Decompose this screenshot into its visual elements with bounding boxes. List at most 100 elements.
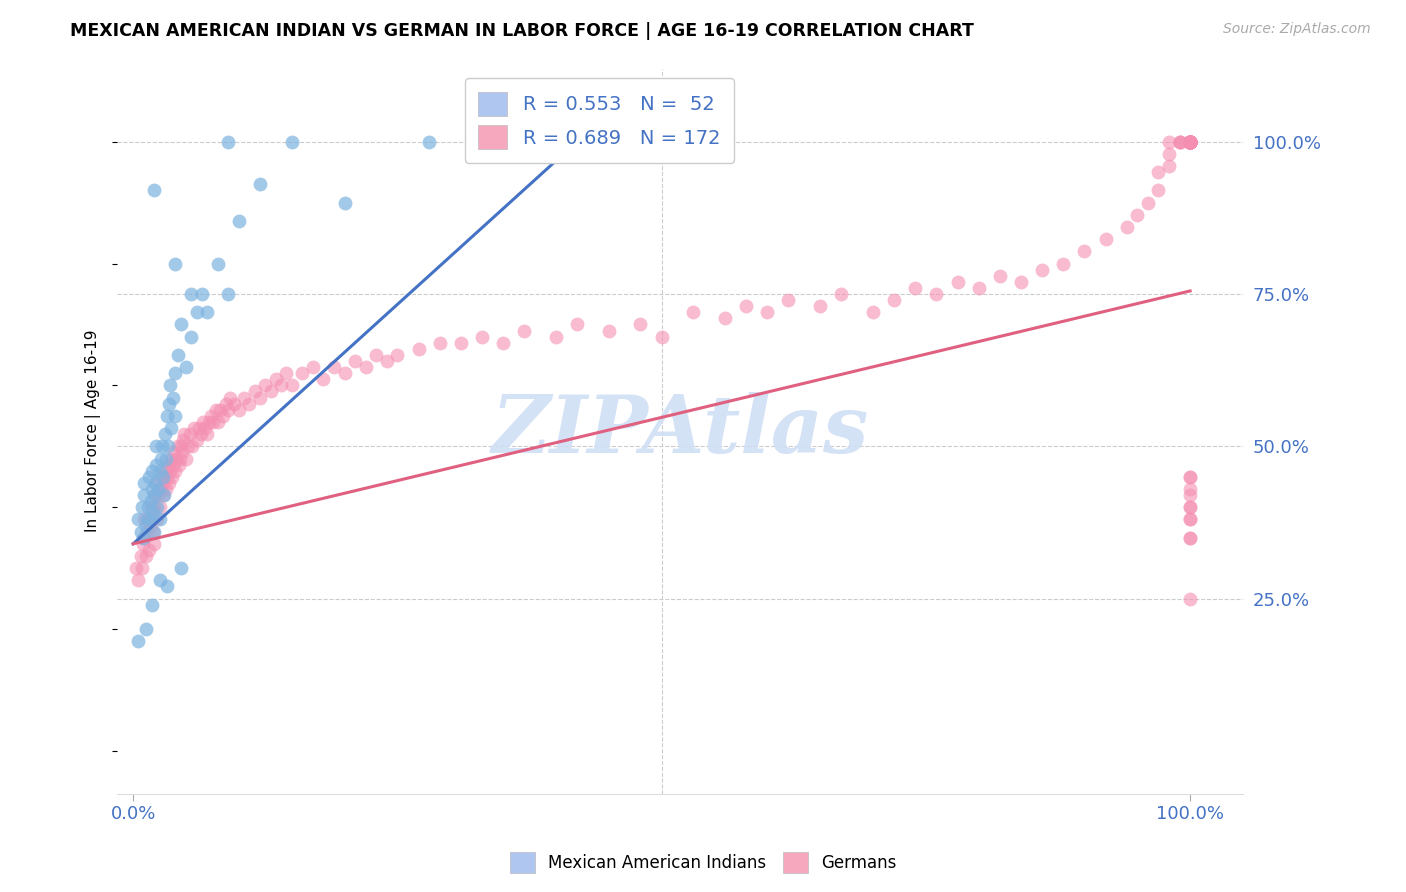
Point xyxy=(354,360,377,375)
Point xyxy=(1178,500,1201,515)
Point xyxy=(1178,488,1201,502)
Point xyxy=(756,305,779,319)
Point xyxy=(254,378,277,392)
Point xyxy=(207,256,229,270)
Point xyxy=(207,415,229,429)
Point xyxy=(195,427,218,442)
Point xyxy=(1178,135,1201,149)
Point xyxy=(1157,135,1180,149)
Point xyxy=(228,402,250,417)
Point xyxy=(162,458,184,472)
Point xyxy=(191,415,214,429)
Point xyxy=(219,391,242,405)
Point xyxy=(159,378,181,392)
Point xyxy=(946,275,969,289)
Point xyxy=(163,445,186,459)
Point xyxy=(145,475,167,490)
Point xyxy=(200,409,222,423)
Point xyxy=(1178,512,1201,526)
Point xyxy=(127,512,149,526)
Point xyxy=(143,524,166,539)
Point xyxy=(1126,208,1149,222)
Point xyxy=(1178,500,1201,515)
Point xyxy=(127,634,149,648)
Point xyxy=(291,366,314,380)
Point xyxy=(312,372,335,386)
Point xyxy=(1178,135,1201,149)
Point xyxy=(450,335,472,350)
Point xyxy=(153,427,176,442)
Text: MEXICAN AMERICAN INDIAN VS GERMAN IN LABOR FORCE | AGE 16-19 CORRELATION CHART: MEXICAN AMERICAN INDIAN VS GERMAN IN LAB… xyxy=(70,22,974,40)
Point xyxy=(142,507,165,521)
Point xyxy=(1178,591,1201,606)
Point xyxy=(1178,135,1201,149)
Point xyxy=(156,439,179,453)
Point xyxy=(830,287,852,301)
Point xyxy=(148,500,170,515)
Point xyxy=(152,488,174,502)
Point xyxy=(165,409,187,423)
Point xyxy=(157,397,180,411)
Point xyxy=(198,415,221,429)
Point xyxy=(179,427,201,442)
Point xyxy=(156,409,179,423)
Point xyxy=(194,421,217,435)
Point xyxy=(1178,135,1201,149)
Point xyxy=(156,470,179,484)
Point xyxy=(170,561,193,575)
Point xyxy=(165,256,187,270)
Point xyxy=(148,464,170,478)
Point xyxy=(1178,135,1201,149)
Point xyxy=(160,421,183,435)
Point xyxy=(1178,135,1201,149)
Point xyxy=(883,293,905,307)
Point xyxy=(174,451,197,466)
Point xyxy=(131,537,153,551)
Point xyxy=(429,335,451,350)
Point xyxy=(808,299,831,313)
Point xyxy=(138,470,160,484)
Point xyxy=(1178,135,1201,149)
Text: ZIPAtlas: ZIPAtlas xyxy=(492,392,869,470)
Point xyxy=(1168,135,1191,149)
Point xyxy=(1178,135,1201,149)
Point xyxy=(148,574,170,588)
Point xyxy=(167,458,190,472)
Point xyxy=(132,531,155,545)
Point xyxy=(145,439,167,453)
Point xyxy=(155,482,177,496)
Point xyxy=(323,360,346,375)
Point xyxy=(146,512,169,526)
Point xyxy=(173,427,195,442)
Point xyxy=(212,409,235,423)
Point xyxy=(387,348,409,362)
Point xyxy=(150,470,173,484)
Point xyxy=(375,354,398,368)
Point xyxy=(1178,135,1201,149)
Point xyxy=(153,464,176,478)
Point xyxy=(181,439,204,453)
Point xyxy=(170,439,193,453)
Point xyxy=(1178,135,1201,149)
Point xyxy=(276,366,298,380)
Point xyxy=(249,178,271,192)
Point xyxy=(139,512,162,526)
Point xyxy=(217,287,239,301)
Point xyxy=(904,281,927,295)
Point xyxy=(165,366,187,380)
Point xyxy=(301,360,323,375)
Point xyxy=(1094,232,1116,246)
Point xyxy=(1052,256,1074,270)
Point xyxy=(1178,135,1201,149)
Point xyxy=(565,318,588,332)
Point xyxy=(1178,531,1201,545)
Point xyxy=(132,512,155,526)
Point xyxy=(143,537,166,551)
Point xyxy=(136,512,159,526)
Point xyxy=(1178,135,1201,149)
Point xyxy=(172,434,194,448)
Point xyxy=(143,475,166,490)
Point xyxy=(150,439,173,453)
Point xyxy=(149,482,172,496)
Point xyxy=(131,500,153,515)
